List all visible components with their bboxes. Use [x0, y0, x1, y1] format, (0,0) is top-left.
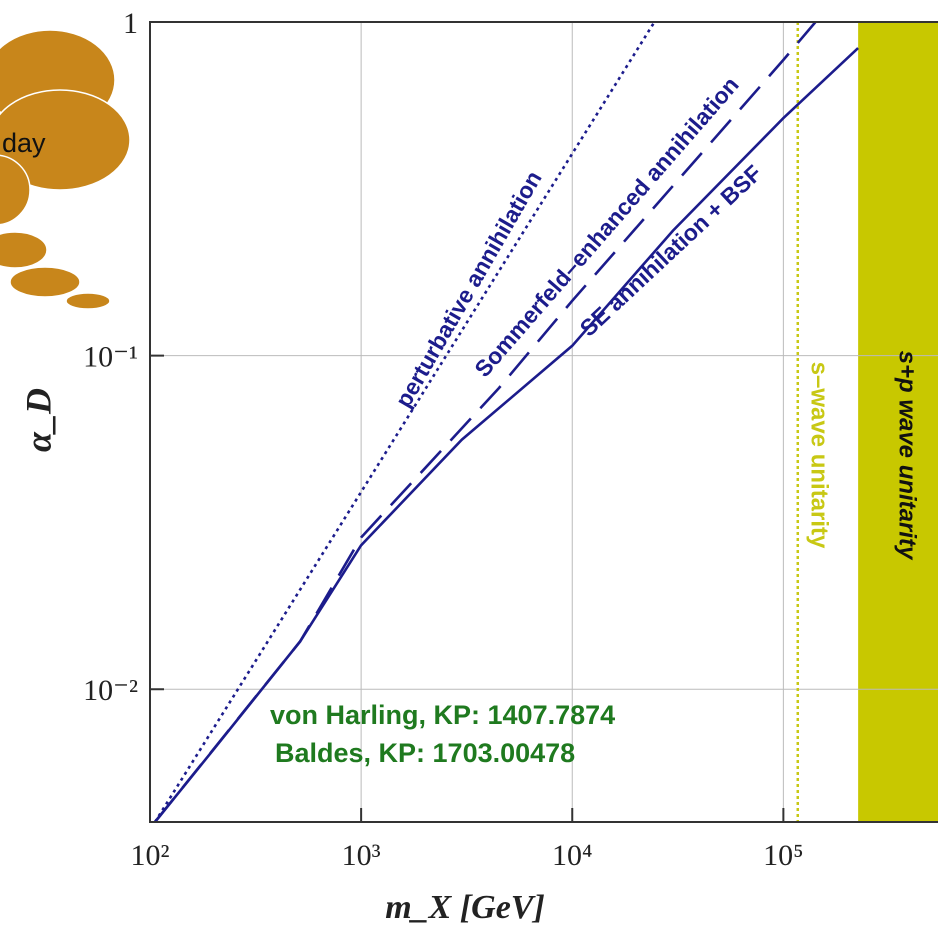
x-tick-label: 10⁵ — [763, 839, 803, 872]
series-line — [153, 47, 859, 822]
annotation: von Harling, KP: 1407.7874 — [270, 700, 615, 730]
plot-frame — [149, 21, 938, 823]
x-tick-label: 10⁴ — [552, 839, 592, 872]
x-axis-label: m_X [GeV] — [385, 889, 545, 926]
series-label: perturbative annihilation — [390, 166, 547, 411]
x-tick-label: 10³ — [342, 839, 381, 872]
y-tick-label: 1 — [123, 7, 138, 40]
y-tick-label: 10⁻² — [83, 674, 138, 707]
thought-bubble — [0, 29, 131, 310]
band-label: s+p wave unitarity — [894, 351, 921, 561]
y-tick-label: 10⁻¹ — [83, 341, 138, 374]
bubble-text: day — [2, 128, 46, 158]
annotation: Baldes, KP: 1703.00478 — [275, 738, 575, 768]
plot-area — [150, 22, 938, 822]
unitarity-band — [858, 22, 938, 822]
y-axis-label: α_D — [18, 388, 58, 452]
x-tick-label: 10² — [131, 839, 170, 872]
series-line — [153, 22, 656, 822]
vline-label: s–wave unitarity — [805, 362, 832, 549]
